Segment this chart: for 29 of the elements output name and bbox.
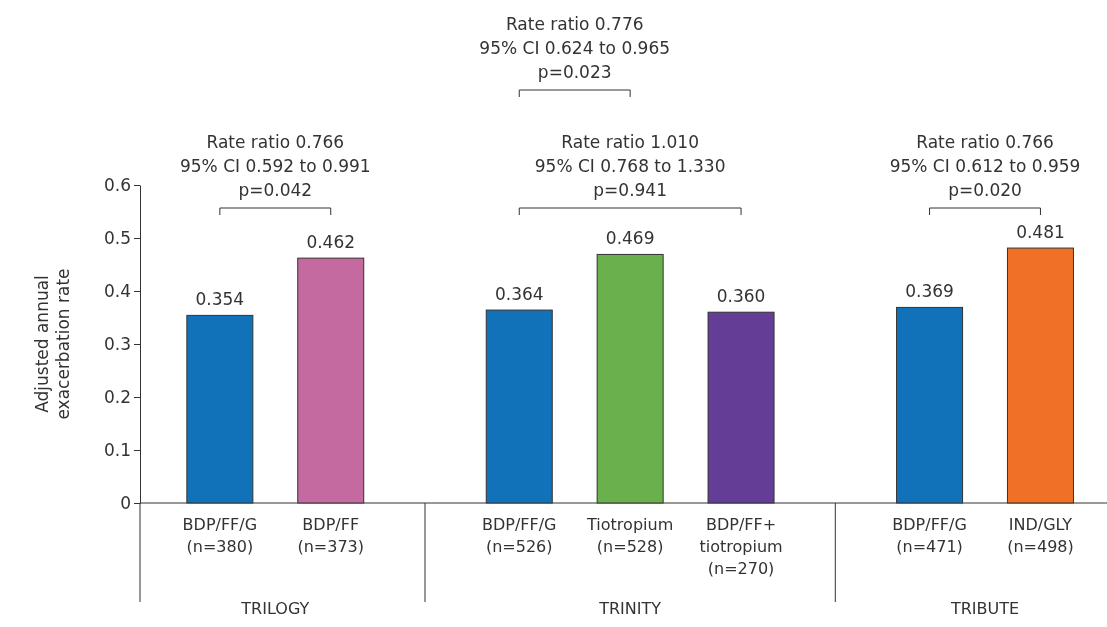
y-tick-label: 0.2 [103,386,131,407]
annotation: Rate ratio 0.766 95% CI 0.592 to 0.991 p=0.042 [179,132,371,200]
y-tick-label: 0 [120,492,131,513]
annotation: Rate ratio 0.766 95% CI 0.612 to 0.959 p=0.020 [889,132,1081,200]
y-tick-label: 0.4 [103,280,131,301]
data-label: 0.354 [195,289,245,310]
y-axis-title: Adjusted annual exacerbation rate [32,268,73,420]
x-tick-label: IND/GLY (n=498) [1007,515,1074,556]
data-label: 0.469 [605,228,655,249]
x-tick-label: BDP/FF/G (n=471) [892,515,967,556]
data-label: 0.481 [1016,222,1065,243]
text: Rate ratio 0.776 95% CI 0.624 to 0.965 p=0.023 [479,14,671,82]
y-tick-label: 0.5 [103,227,131,248]
text: TRILOGY [240,599,310,618]
data-label: 0.360 [716,286,766,307]
data-label: 0.462 [306,232,356,253]
x-tick-label: BDP/FF/G (n=526) [481,515,557,556]
y-tick-label: 0.6 [103,174,131,195]
text: TRINITY [598,599,662,618]
x-tick-label: BDP/FF/G (n=380) [182,515,258,556]
x-tick-label: BDP/FF (n=373) [297,515,365,556]
y-tick-label: 0.1 [103,439,131,460]
data-label: 0.364 [494,284,544,305]
x-tick-label: BDP/FF+ tiotropium (n=270) [699,515,783,578]
text: TRIBUTE [949,599,1020,618]
x-tick-label: Tiotropium (n=528) [586,515,674,556]
annotation: Rate ratio 1.010 95% CI 0.768 to 1.330 p=0.941 [534,132,726,200]
y-tick-label: 0.3 [103,333,131,354]
data-label: 0.369 [905,281,954,302]
